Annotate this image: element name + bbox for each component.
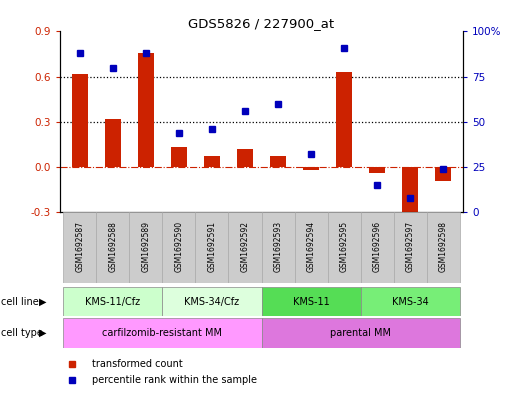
Bar [96,212,130,283]
Text: transformed count: transformed count [93,358,183,369]
Text: GSM1692597: GSM1692597 [405,220,415,272]
Bar [72,73,88,167]
Bar [170,147,187,167]
Bar [262,287,360,316]
Text: GSM1692594: GSM1692594 [306,220,315,272]
Bar [294,212,327,283]
Bar [196,212,229,283]
Bar [130,212,163,283]
Text: GSM1692592: GSM1692592 [241,221,249,272]
Text: ▶: ▶ [39,297,47,307]
Text: KMS-34/Cfz: KMS-34/Cfz [185,297,240,307]
Text: GSM1692595: GSM1692595 [339,220,348,272]
Text: ▶: ▶ [39,328,47,338]
Bar [63,287,163,316]
Bar [327,212,360,283]
Text: parental MM: parental MM [330,328,391,338]
Text: GSM1692598: GSM1692598 [439,221,448,272]
Bar [427,212,460,283]
Text: KMS-34: KMS-34 [392,297,428,307]
Bar [393,212,427,283]
Bar [229,212,262,283]
Bar [63,212,96,283]
Text: GSM1692589: GSM1692589 [141,221,151,272]
Bar [262,212,294,283]
Bar [270,156,286,167]
Text: cell line: cell line [1,297,39,307]
Bar [105,119,121,167]
Title: GDS5826 / 227900_at: GDS5826 / 227900_at [188,17,335,30]
Bar [303,167,319,170]
Bar [360,287,460,316]
Text: GSM1692593: GSM1692593 [274,220,282,272]
Text: GSM1692588: GSM1692588 [108,221,118,272]
Bar [262,318,460,348]
Bar [63,318,262,348]
Bar [336,72,353,167]
Text: percentile rank within the sample: percentile rank within the sample [93,375,257,384]
Text: GSM1692587: GSM1692587 [75,221,84,272]
Text: GSM1692596: GSM1692596 [372,220,382,272]
Text: GSM1692591: GSM1692591 [208,221,217,272]
Bar [237,149,253,167]
Text: KMS-11/Cfz: KMS-11/Cfz [85,297,141,307]
Bar [138,53,154,167]
Bar [402,167,418,218]
Bar [360,212,393,283]
Bar [163,287,262,316]
Text: GSM1692590: GSM1692590 [175,220,184,272]
Bar [369,167,385,173]
Bar [435,167,451,181]
Text: carfilzomib-resistant MM: carfilzomib-resistant MM [103,328,222,338]
Bar [163,212,196,283]
Text: cell type: cell type [1,328,43,338]
Bar [204,156,220,167]
Text: KMS-11: KMS-11 [293,297,329,307]
